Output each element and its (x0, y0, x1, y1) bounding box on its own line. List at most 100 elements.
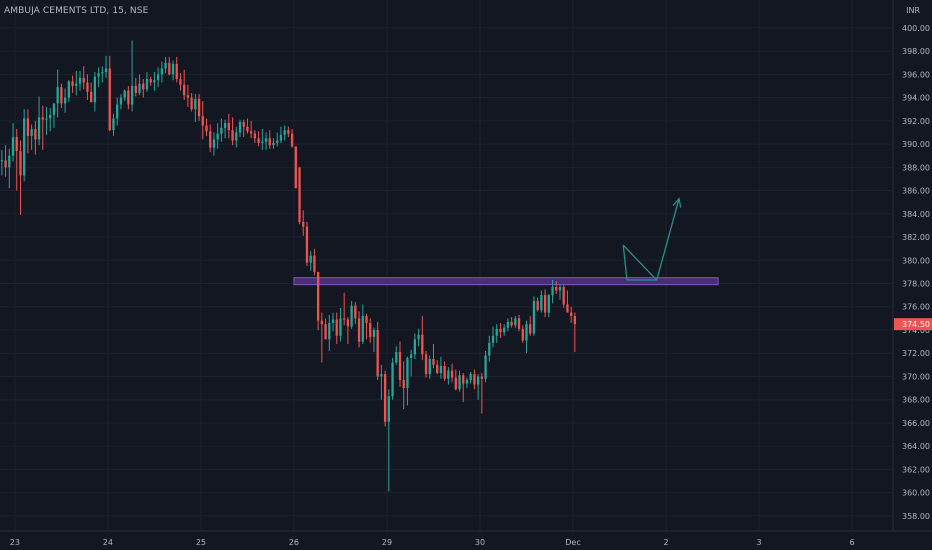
candle-body (127, 90, 130, 105)
time-axis-background (0, 531, 932, 550)
candle-body (175, 63, 178, 80)
candle (555, 281, 558, 294)
candle (409, 349, 413, 377)
candle-body (104, 68, 108, 73)
candle-body (309, 255, 312, 263)
candle (23, 109, 26, 182)
projection-path-line[interactable] (622, 198, 680, 281)
candle (447, 367, 450, 385)
resistance-zone-layer[interactable] (293, 277, 719, 286)
candle-body (417, 334, 420, 340)
candle-body (272, 142, 275, 146)
candle-body (331, 319, 335, 324)
candle-body (67, 81, 70, 98)
candle (212, 132, 216, 156)
candle-body (190, 97, 193, 110)
candle (0, 149, 4, 176)
candle (145, 72, 149, 92)
candle (357, 311, 361, 348)
price-tick-label: 398.00 (902, 47, 930, 56)
time-axis[interactable]: 23 24 25 26 29 30 Dec 2 3 6 (0, 530, 932, 550)
candle-body (130, 85, 134, 105)
candle (156, 67, 160, 88)
projection-arrow-drawing[interactable] (622, 197, 682, 281)
projection-arrowhead[interactable] (672, 197, 682, 208)
candle (499, 323, 502, 339)
candle (119, 94, 123, 110)
candle-body (443, 366, 446, 379)
candle-body (450, 370, 454, 378)
candle (78, 70, 82, 91)
candle (45, 106, 48, 135)
candle-body (510, 321, 513, 326)
price-axis[interactable]: 358.00 360.00 362.00 364.00 366.00 368.00 370.… (892, 0, 932, 550)
candle (573, 312, 577, 353)
candle (108, 55, 111, 132)
candle (376, 321, 379, 380)
candle (536, 297, 539, 312)
price-tick-label: 378.00 (902, 280, 930, 289)
candle (432, 343, 435, 369)
candle (365, 313, 368, 340)
candle-body (354, 305, 357, 319)
candle-body (0, 160, 4, 162)
candle (205, 118, 208, 136)
candle-body (428, 359, 431, 375)
candle (439, 356, 443, 379)
price-tick-label: 380.00 (902, 256, 930, 265)
candle (216, 123, 219, 149)
candle (287, 126, 290, 138)
candle-body (235, 132, 238, 141)
candle-body (97, 73, 100, 77)
candle (517, 314, 521, 332)
candle-body (343, 318, 346, 320)
resistance-zone-rectangle[interactable] (293, 277, 719, 286)
candle-body (8, 155, 11, 168)
candle (60, 83, 63, 109)
candle-body (49, 115, 52, 119)
candle (220, 118, 223, 142)
candle (268, 130, 271, 149)
candle-body (30, 128, 33, 136)
candle-body (197, 98, 201, 117)
price-tick-label: 376.00 (902, 303, 930, 312)
candle (398, 341, 402, 387)
last-price-label: 374.50 (902, 320, 930, 329)
candle-body (242, 122, 245, 127)
candle-body (268, 138, 271, 146)
candle (335, 312, 338, 344)
time-tick-label: 24 (103, 538, 113, 547)
candle (142, 79, 145, 98)
time-tick-label: 2 (663, 538, 668, 547)
candle-body (86, 82, 89, 92)
candle-body (458, 375, 461, 390)
candle-body (480, 376, 484, 379)
candle (19, 140, 22, 215)
candle (86, 74, 89, 100)
candle (316, 271, 320, 330)
candle-body (164, 62, 167, 69)
candle (324, 318, 327, 340)
price-tick-label: 364.00 (902, 442, 930, 451)
candle-body (201, 116, 204, 126)
candle (476, 374, 480, 400)
candle (112, 113, 115, 136)
candle (246, 118, 249, 134)
time-tick-label: 25 (196, 538, 206, 547)
price-tick-label: 386.00 (902, 187, 930, 196)
candle (569, 306, 573, 324)
candle (421, 316, 424, 361)
candle (149, 76, 152, 86)
candle-body (421, 334, 424, 355)
candle (37, 96, 41, 146)
last-price-badge[interactable] (894, 318, 932, 331)
candle (138, 74, 141, 96)
candle-body (476, 376, 480, 385)
candle (227, 113, 230, 139)
candle (235, 126, 238, 148)
price-tick-label: 368.00 (902, 396, 930, 405)
candle-body (56, 87, 59, 104)
